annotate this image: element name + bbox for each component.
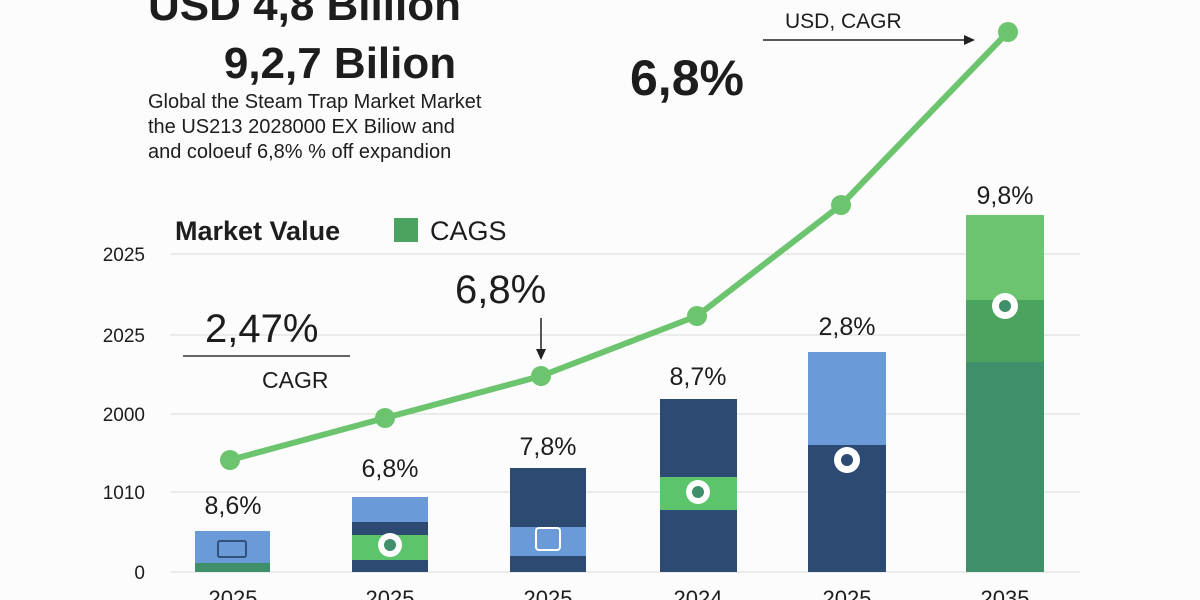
legend-label: CAGS xyxy=(430,216,507,246)
y-axis-label: 2000 xyxy=(103,405,145,426)
bar xyxy=(660,399,737,572)
grid xyxy=(170,253,1080,573)
bar xyxy=(808,352,886,572)
x-axis-label: 2035 xyxy=(981,586,1030,600)
bar-label: 7,8% xyxy=(520,433,577,461)
annotation-arrow xyxy=(536,318,546,360)
arrow-label: USD, CAGR xyxy=(785,10,902,33)
x-axis-label: 2024 xyxy=(674,586,723,600)
description-line: the US213 2028000 EX Biliow and xyxy=(148,116,455,138)
y-axis-label: 0 xyxy=(134,563,145,584)
legend-label: Market Value xyxy=(175,216,340,246)
x-axis-label: 2025 xyxy=(209,586,258,600)
bar xyxy=(195,531,270,572)
bar xyxy=(510,468,586,572)
y-axis-label: 1010 xyxy=(103,483,145,504)
bar xyxy=(352,497,428,572)
bar-label: 6,8% xyxy=(362,455,419,483)
top-arrow xyxy=(763,35,975,45)
bar-label: 2,8% xyxy=(819,313,876,341)
annotation-rate: 2,47% xyxy=(205,307,318,351)
x-axis-label: 2025 xyxy=(366,586,415,600)
headline-rate: 6,8% xyxy=(630,50,744,106)
description-line: Global the Steam Trap Market Market xyxy=(148,91,482,113)
bar-label: 8,6% xyxy=(205,492,262,520)
annotation-caption: CAGR xyxy=(262,367,328,393)
description-line: and coloeuf 6,8% % off expandion xyxy=(148,141,451,163)
x-axis-label: 2025 xyxy=(524,586,573,600)
bar xyxy=(966,215,1044,572)
title-line-2: 9,2,7 Bilion xyxy=(224,39,456,88)
bar-label: 8,7% xyxy=(670,363,727,391)
legend-swatch xyxy=(394,218,418,242)
bar-label: 9,8% xyxy=(977,182,1034,210)
x-axis-label: 2025 xyxy=(823,586,872,600)
y-axis-label: 2025 xyxy=(103,326,145,347)
y-axis-label: 2025 xyxy=(103,245,145,266)
growth-line xyxy=(220,22,1018,470)
title-line-1: USD 4,8 Billion xyxy=(148,0,461,30)
annotation-rate: 6,8% xyxy=(455,268,546,312)
